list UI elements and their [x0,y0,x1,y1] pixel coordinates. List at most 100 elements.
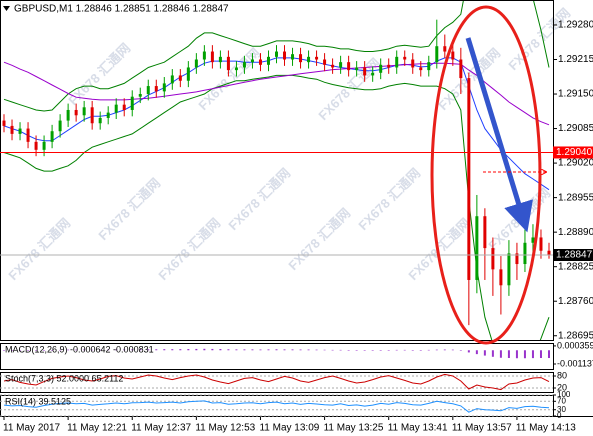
x-tick-label: 11 May 13:09 [259,423,319,434]
candle-body [539,237,543,251]
price-level-label: 1.28847 [556,250,593,261]
candle-body [58,120,62,132]
candle-body [339,62,343,68]
candle-body [411,59,415,68]
candle-body [234,67,238,71]
candle-body [106,112,110,118]
candle-body [427,62,431,71]
histogram-bar [323,349,326,351]
candle-body [299,54,303,63]
histogram-bar [523,350,526,359]
candle-body [138,94,142,97]
candle-body [170,75,174,84]
menu-arrow [3,6,10,11]
histogram-bar [547,350,550,359]
price-plot [2,0,551,340]
y-tick-label: 1.29085 [558,123,593,134]
histogram-bar [115,349,118,351]
candle-body [162,83,166,92]
y-tick-label: -0.001137 [557,358,593,368]
x-tick-label: 11 May 13:41 [388,423,448,434]
y-tick-label: 20 [557,382,567,392]
y-tick-label: 100 [557,390,571,399]
histogram-bar [483,350,486,356]
histogram-bar [347,350,350,351]
candle-body [467,78,471,280]
candle-body [363,67,367,76]
x-tick-label: 11 May 13:57 [452,423,512,434]
candle-body [202,51,206,60]
chart-title: GBPUSD,M1 1.28846 1.28851 1.28846 1.2884… [14,4,229,15]
histogram-bar [179,349,182,351]
candle-body [2,120,6,126]
candle-body [459,59,463,79]
candle-body [419,67,423,71]
price-level-label: 1.29040 [556,147,593,158]
x-tick-label: 11 May 13:25 [324,423,384,434]
candle-body [307,56,311,63]
histogram-bar [275,349,278,351]
candle-body [266,56,270,65]
histogram-bar [251,349,254,351]
candle-body [42,141,46,150]
histogram-bar [507,350,510,358]
y-tick-label: 1.28760 [558,296,593,307]
histogram-bar [403,349,406,351]
candle-body [435,46,439,63]
candle-body [122,104,126,110]
indicator-label: Stoch(7,3,3) 52.0000 65.2112 [5,373,123,383]
candle-body [347,62,351,71]
histogram-bar [435,349,438,351]
histogram-bar [59,349,62,351]
y-tick-label: 0 [557,411,562,420]
histogram-bar [267,349,270,351]
candle-body [315,56,319,60]
candle-body [194,59,198,68]
candle-body [226,56,230,71]
histogram-bar [443,349,446,351]
candle-body [90,107,94,124]
candle-body [178,75,182,81]
candle-body [499,269,503,286]
candle-body [331,64,335,68]
candle-body [210,51,214,63]
candle-body [66,109,70,121]
histogram-bar [91,349,94,351]
histogram-bar [195,348,198,351]
candle-body [355,67,359,71]
histogram-bar [387,350,390,351]
indicator-label: RSI(14) 39.5125 [5,396,71,406]
histogram-bar [515,350,518,359]
x-tick-label: 11 May 2017 [3,423,61,434]
y-tick-label: 0.000359 [557,340,593,350]
histogram-bar [11,350,14,351]
indicator-line [3,74,550,340]
candle-body [74,109,78,116]
highlight-ellipse [430,5,542,345]
candle-body [387,64,391,68]
candle-body [451,51,455,60]
histogram-bar [83,349,86,351]
candle-body [507,253,511,286]
candle-body [34,141,38,150]
histogram-bar [155,349,158,351]
histogram-bar [379,350,382,351]
candle-body [403,56,407,60]
price-level-box [553,146,593,159]
candle-body [130,96,134,110]
indicator-line [3,0,550,112]
candle-body [531,237,535,243]
histogram-bar [499,350,502,358]
candle-body [258,59,262,65]
histogram-bar [299,349,302,351]
candle-body [379,64,383,73]
histogram-bar [427,349,430,351]
histogram-bar [147,349,150,351]
candle-body [154,86,158,92]
candle-body [82,107,86,116]
histogram-bar [123,349,126,351]
trend-arrow [465,37,533,233]
